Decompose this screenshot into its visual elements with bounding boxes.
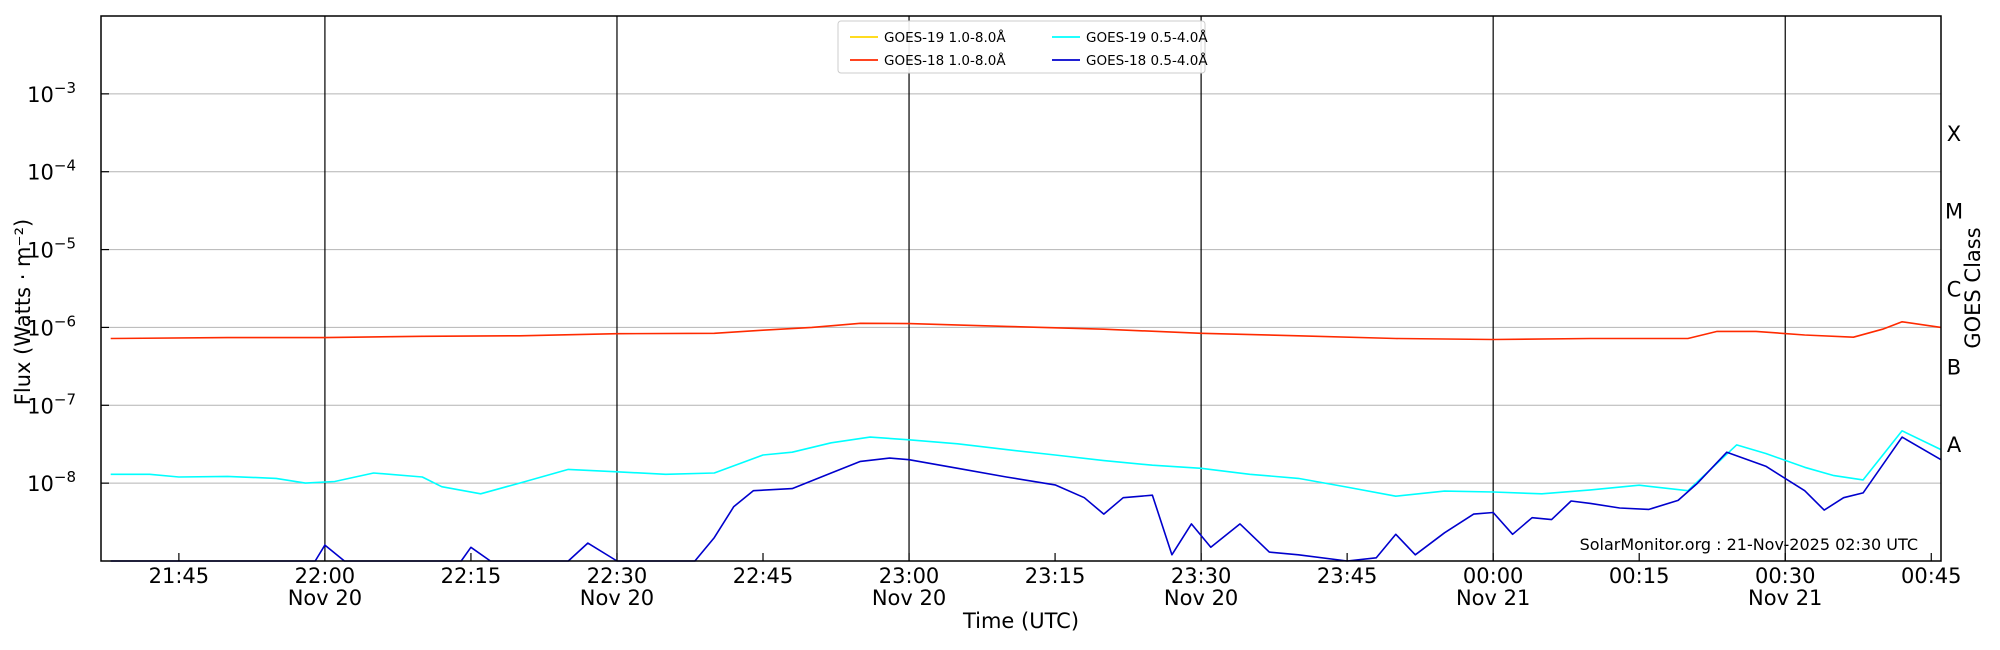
legend-label: GOES-18 1.0-8.0Å [884, 52, 1006, 69]
goes-class-axis-label: GOES Class [1961, 227, 1985, 348]
x-tick-time: 00:45 [1901, 564, 1962, 588]
x-tick-date: Nov 20 [1164, 586, 1238, 610]
series-layer [110, 321, 1942, 562]
y-tick-label: 10−7 [27, 390, 76, 418]
series-line-1 [110, 430, 1942, 497]
y-tick-label: 10−4 [27, 157, 76, 185]
x-tick-date: Nov 21 [1456, 586, 1530, 610]
y-tick-label: 10−3 [27, 79, 76, 107]
goes-class-label: X [1947, 122, 1961, 146]
x-tick-time: 22:30 [587, 564, 648, 588]
plot-frame [100, 15, 1942, 562]
x-tick-date: Nov 20 [288, 586, 362, 610]
y-axis-label: Flux (Watts · m⁻²) [11, 219, 35, 405]
credit-label: SolarMonitor.org : 21-Nov-2025 02:30 UTC [1580, 535, 1918, 554]
grid-layer [101, 93, 1941, 484]
legend: GOES-19 1.0-8.0Å GOES-19 0.5-4.0Å GOES-18 … [837, 20, 1208, 74]
x-axis-label: Time (UTC) [962, 609, 1079, 633]
x-tick-time: 22:00 [295, 564, 356, 588]
x-tick-date: Nov 20 [872, 586, 946, 610]
x-tick-time: 22:15 [441, 564, 502, 588]
legend-label: GOES-19 0.5-4.0Å [1086, 29, 1208, 46]
x-tick-time: 21:45 [149, 564, 210, 588]
x-tick-time: 23:15 [1025, 564, 1086, 588]
x-tick-time: 23:30 [1171, 564, 1232, 588]
legend-label: GOES-19 1.0-8.0Å [884, 29, 1006, 46]
x-tick-time: 23:00 [879, 564, 940, 588]
goes-class-label: C [1947, 278, 1962, 302]
goes-class-label: B [1947, 355, 1961, 379]
goes-class-label: A [1947, 433, 1962, 457]
y-axis-ticks: 10−3 10−4 10−5 10−6 10−7 10−8 [27, 79, 109, 496]
x-tick-date: Nov 21 [1748, 586, 1822, 610]
x-tick-time: 00:30 [1755, 564, 1816, 588]
x-tick-date: Nov 20 [580, 586, 654, 610]
x-tick-time: 22:45 [733, 564, 794, 588]
x-tick-time: 23:45 [1317, 564, 1378, 588]
x-tick-time: 00:00 [1463, 564, 1524, 588]
day-separator-layer [324, 16, 1786, 561]
y-tick-label: 10−6 [27, 312, 76, 340]
series-line-2 [110, 321, 1942, 341]
y-tick-label: 10−5 [27, 235, 76, 263]
goes-class-axis: X M C B A [1945, 122, 1963, 457]
x-tick-time: 00:15 [1609, 564, 1670, 588]
goes-class-label: M [1945, 200, 1963, 224]
legend-box [837, 20, 1206, 74]
legend-label: GOES-18 0.5-4.0Å [1086, 52, 1208, 69]
y-tick-label: 10−8 [27, 468, 76, 496]
